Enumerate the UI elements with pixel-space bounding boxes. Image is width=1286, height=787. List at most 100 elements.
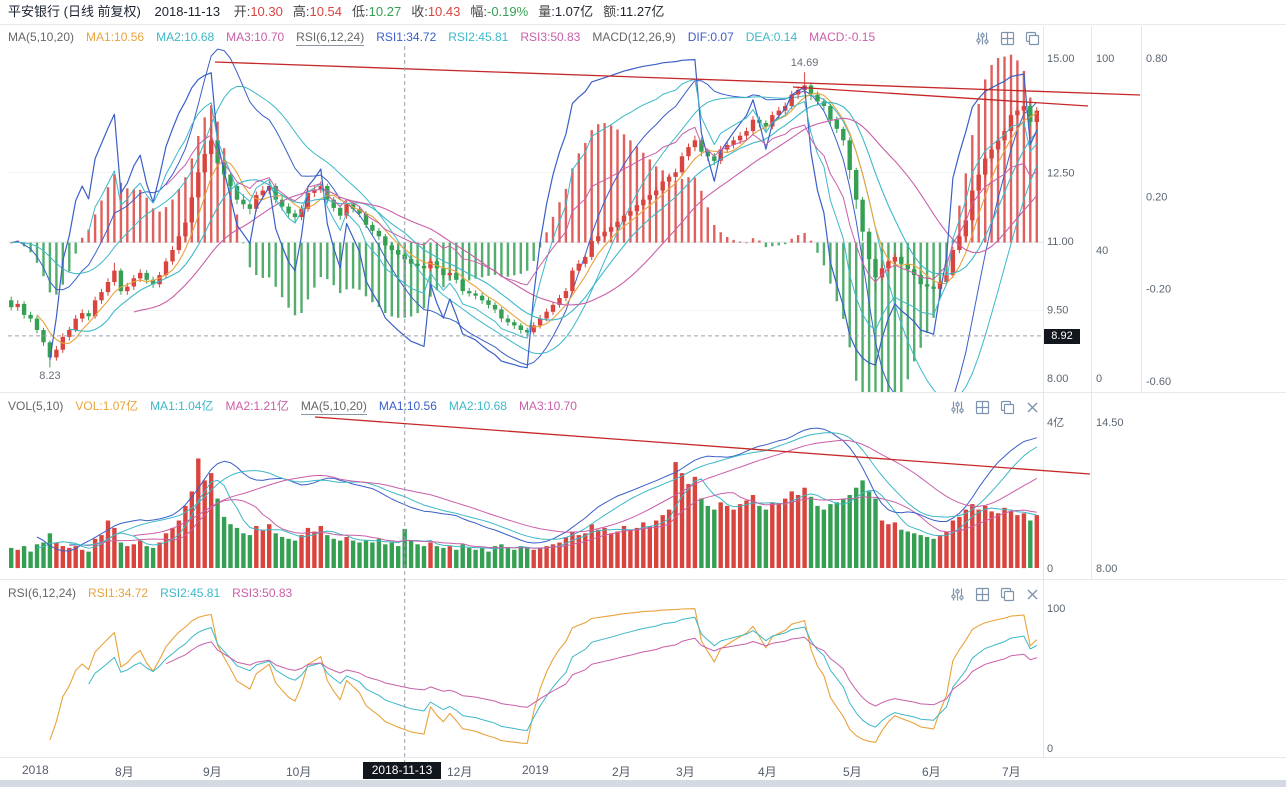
quote-date: 2018-11-13 bbox=[154, 4, 221, 19]
x-axis-label: 2018 bbox=[22, 763, 49, 777]
legend-item: MA3:10.70 bbox=[226, 30, 285, 44]
svg-text:14.50: 14.50 bbox=[1096, 417, 1124, 429]
svg-text:0: 0 bbox=[1096, 373, 1102, 385]
legend-item: MA3:10.70 bbox=[518, 399, 577, 413]
svg-text:100: 100 bbox=[1096, 53, 1114, 65]
x-axis-label: 8月 bbox=[115, 765, 134, 779]
legend-item: RSI1:34.72 bbox=[376, 30, 437, 44]
svg-text:-0.20: -0.20 bbox=[1146, 284, 1171, 296]
pane-layout-icon[interactable] bbox=[999, 30, 1015, 46]
crosshair-price-label: 8.92 bbox=[1044, 329, 1080, 344]
svg-text:12.50: 12.50 bbox=[1047, 167, 1075, 179]
rsi-panel-lines bbox=[49, 608, 1038, 745]
crosshair[interactable] bbox=[8, 46, 1043, 762]
quote-field: 高:10.54 bbox=[292, 4, 343, 19]
legend-item: RSI2:45.81 bbox=[448, 30, 509, 44]
pane-layout-icon[interactable] bbox=[974, 586, 990, 602]
legend-item[interactable]: MA(5,10,20) bbox=[8, 30, 75, 44]
legend-item: MA2:1.21亿 bbox=[225, 399, 289, 413]
svg-text:11.00: 11.00 bbox=[1047, 236, 1074, 248]
legend-item[interactable]: VOL(5,10) bbox=[8, 399, 64, 413]
svg-text:0.80: 0.80 bbox=[1146, 53, 1167, 65]
legend-item: MA2:10.68 bbox=[448, 399, 507, 413]
quote-field: 额:11.27亿 bbox=[603, 4, 665, 19]
legend-item: RSI2:45.81 bbox=[160, 586, 221, 600]
quote-field: 幅:-0.19% bbox=[470, 4, 529, 19]
legend-item[interactable]: MACD(12,26,9) bbox=[592, 30, 676, 44]
copy-icon[interactable] bbox=[999, 586, 1015, 602]
legend-item: RSI3:50.83 bbox=[520, 30, 581, 44]
indicator-sliders-icon[interactable] bbox=[949, 399, 965, 415]
trendlines[interactable] bbox=[214, 61, 1141, 475]
top-info-bar: 平安银行 (日线 前复权) 2018-11-13 开:10.30 高:10.54 低… bbox=[0, 0, 1286, 24]
svg-text:0: 0 bbox=[1047, 563, 1053, 575]
copy-icon[interactable] bbox=[999, 399, 1015, 415]
x-axis-label: 10月 bbox=[286, 765, 312, 779]
svg-text:14.69: 14.69 bbox=[791, 57, 819, 69]
svg-text:9.50: 9.50 bbox=[1047, 304, 1068, 316]
crosshair-date-label: 2018-11-13 bbox=[363, 762, 441, 779]
legend-item: DIF:0.07 bbox=[687, 30, 734, 44]
legend-item: RSI1:34.72 bbox=[88, 586, 149, 600]
x-axis-label: 4月 bbox=[758, 765, 777, 779]
indicator-sliders-icon[interactable] bbox=[974, 30, 990, 46]
legend-item[interactable]: RSI(6,12,24) bbox=[296, 30, 365, 46]
svg-text:0.20: 0.20 bbox=[1146, 191, 1167, 203]
legend-item: VOL:1.07亿 bbox=[75, 399, 139, 413]
volume-bars bbox=[9, 458, 1039, 569]
legend-item: MACD:-0.15 bbox=[809, 30, 876, 44]
main-panel-toolbar bbox=[974, 30, 1040, 46]
quote-field: 量:1.07亿 bbox=[538, 4, 594, 19]
legend-item: MA1:10.56 bbox=[86, 30, 145, 44]
svg-text:8.23: 8.23 bbox=[39, 370, 60, 382]
legend-item[interactable]: MA(5,10,20) bbox=[300, 399, 367, 415]
svg-text:0: 0 bbox=[1047, 743, 1053, 755]
x-axis-label: 12月 bbox=[447, 765, 473, 779]
quote-field: 收:10.43 bbox=[411, 4, 461, 19]
svg-text:15.00: 15.00 bbox=[1047, 53, 1075, 65]
svg-text:8.00: 8.00 bbox=[1047, 373, 1068, 385]
legend-item: MA2:10.68 bbox=[156, 30, 215, 44]
bottom-scrollbar[interactable] bbox=[0, 780, 1286, 787]
close-icon[interactable] bbox=[1024, 399, 1040, 415]
pane-layout-icon[interactable] bbox=[974, 399, 990, 415]
chart-grid bbox=[0, 24, 1286, 758]
volume-panel-price-ma-lines bbox=[36, 427, 1038, 552]
main-panel-legend: MA(5,10,20) MA1:10.56 MA2:10.68 MA3:10.70 RS… bbox=[8, 29, 887, 46]
axis-tick-labels: 15.00 12.50 11.00 9.50 8.00 100 40 0 0.80 0.20 -0.… bbox=[1047, 53, 1171, 755]
legend-item: DEA:0.14 bbox=[745, 30, 798, 44]
x-axis-label: 5月 bbox=[843, 765, 862, 779]
x-axis-label: 7月 bbox=[1002, 765, 1021, 779]
legend-item[interactable]: RSI(6,12,24) bbox=[8, 586, 77, 600]
copy-icon[interactable] bbox=[1024, 30, 1040, 46]
ma-lines bbox=[36, 92, 1038, 344]
rsi-panel-legend: RSI(6,12,24) RSI1:34.72 RSI2:45.81 RSI3:50.… bbox=[8, 585, 304, 602]
x-axis-label: 3月 bbox=[676, 765, 695, 779]
svg-text:100: 100 bbox=[1047, 603, 1065, 615]
quote-field: 低:10.27 bbox=[352, 4, 402, 19]
quote-fields: 开:10.30 高:10.54 低:10.27 收:10.43 幅:-0.19% 量:1.… bbox=[234, 4, 675, 19]
x-axis-label: 2019 bbox=[522, 763, 549, 777]
indicator-sliders-icon[interactable] bbox=[949, 586, 965, 602]
quote-field: 开:10.30 bbox=[233, 4, 283, 19]
legend-item: RSI3:50.83 bbox=[232, 586, 293, 600]
volume-ma-lines bbox=[36, 478, 1037, 550]
svg-text:8.00: 8.00 bbox=[1096, 563, 1117, 575]
candlestick-layer bbox=[9, 72, 1039, 368]
x-axis-label: 2月 bbox=[612, 765, 631, 779]
svg-text:40: 40 bbox=[1096, 245, 1108, 257]
volume-panel-legend: VOL(5,10) VOL:1.07亿 MA1:1.04亿 MA2:1.21亿 MA(5… bbox=[8, 398, 589, 415]
x-axis-label: 6月 bbox=[922, 765, 941, 779]
svg-text:4亿: 4亿 bbox=[1047, 416, 1064, 429]
legend-item: MA1:10.56 bbox=[378, 399, 437, 413]
svg-text:-0.60: -0.60 bbox=[1146, 376, 1171, 388]
rsi-panel-toolbar bbox=[949, 586, 1040, 602]
stock-title: 平安银行 (日线 前复权) bbox=[8, 4, 141, 19]
legend-item: MA1:1.04亿 bbox=[150, 399, 214, 413]
close-icon[interactable] bbox=[1024, 586, 1040, 602]
x-axis-label: 9月 bbox=[203, 765, 222, 779]
price-extreme-annotations: 14.69 8.23 bbox=[39, 57, 818, 382]
volume-panel-toolbar bbox=[949, 399, 1040, 415]
rsi-overlay-lines bbox=[49, 59, 1038, 369]
